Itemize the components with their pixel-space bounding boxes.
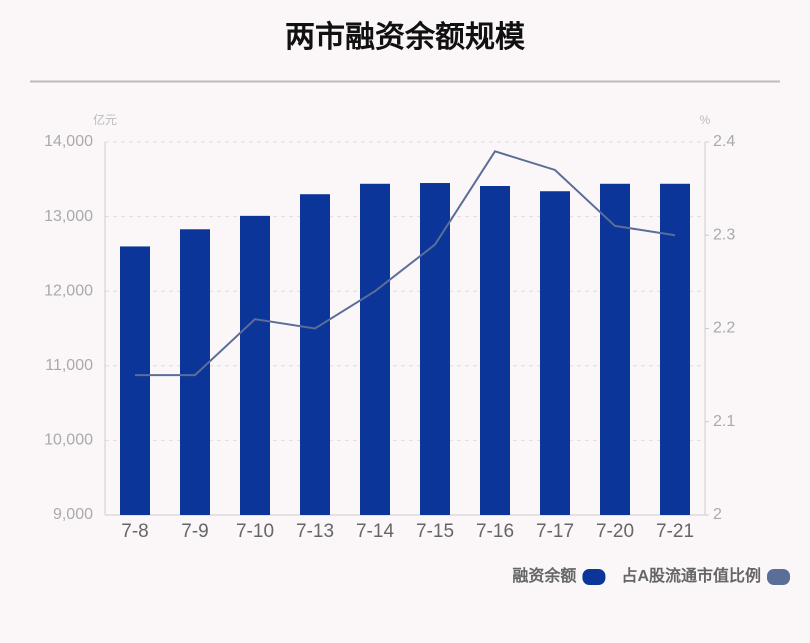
x-tick-label: 7-16 [476,521,514,542]
y-unit: 亿元 [93,112,117,127]
legend-swatch [767,569,790,585]
y-tick-label: 12,000 [44,282,93,299]
bar [180,229,210,516]
bar [480,186,510,515]
x-tick-label: 7-14 [356,521,394,542]
legend-label: 融资余额 [512,566,576,585]
x-tick-label: 7-17 [536,521,574,542]
y2-unit: % [700,113,711,127]
legend-label: 占A股流通市值比例 [621,566,761,585]
y-tick-label: 11,000 [45,357,93,374]
y-tick-label: 13,000 [44,208,93,225]
y2-tick-label: 2 [713,506,722,523]
x-tick-label: 7-9 [181,521,208,542]
line [135,150,676,377]
bar [300,194,330,515]
legend-swatch [582,569,606,585]
y-tick-label: 9,000 [53,506,93,523]
chart-title: 两市融资余额规模 [285,20,525,54]
x-tick-label: 7-8 [121,521,148,542]
x-tick-label: 7-15 [416,521,454,542]
y2-tick-label: 2.1 [713,413,735,430]
bar [120,246,150,515]
y2-tick-label: 2.2 [713,320,735,337]
bar [600,183,630,515]
x-tick-label: 7-20 [596,521,634,542]
y2-tick-label: 2.3 [713,226,735,243]
bar [240,215,270,515]
bar [360,183,390,515]
y-tick-label: 10,000 [44,432,93,449]
x-tick-label: 7-21 [656,521,694,542]
bar [660,183,690,515]
y2-tick-label: 2.4 [713,133,735,150]
bar [420,183,450,515]
bar [540,191,570,515]
x-tick-label: 7-13 [296,521,334,542]
x-tick-label: 7-10 [236,521,274,542]
y-tick-label: 14,000 [44,133,93,150]
